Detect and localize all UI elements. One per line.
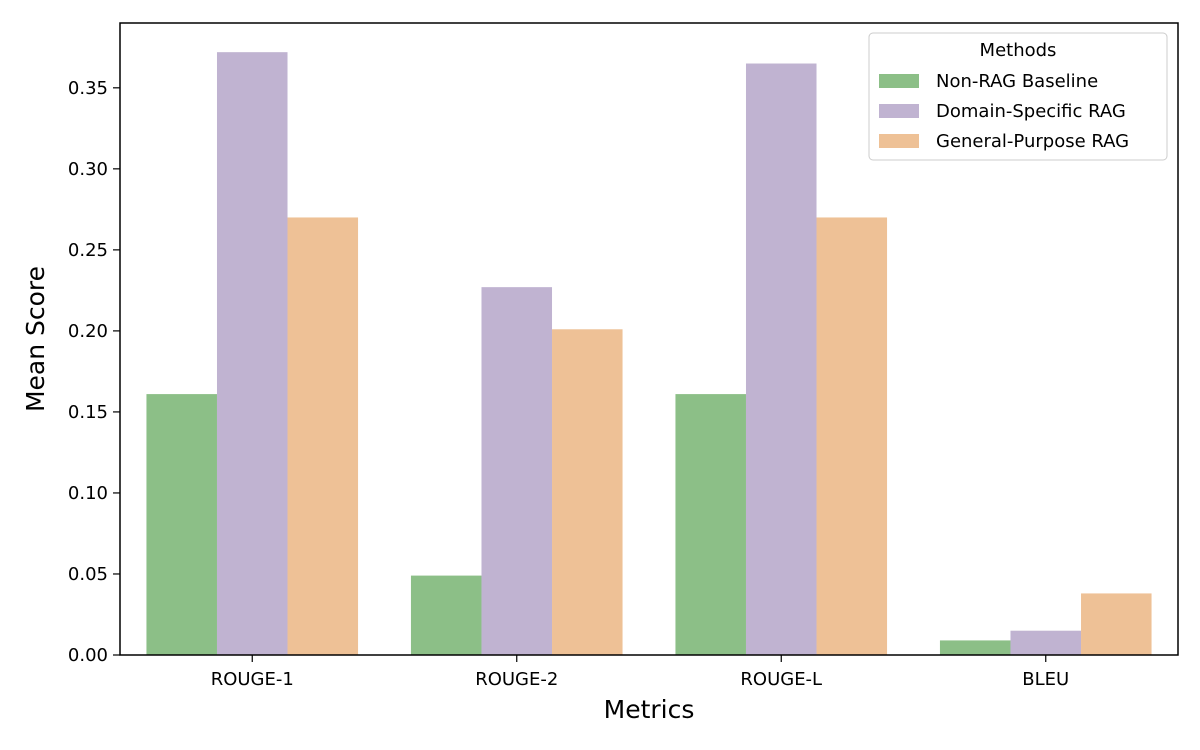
bar [287, 217, 359, 655]
x-axis-ticks: ROUGE-1 ROUGE-2 ROUGE-L BLEU [211, 655, 1069, 690]
y-tick-label: 0.20 [68, 321, 108, 342]
x-tick-label: ROUGE-2 [475, 669, 558, 690]
y-axis-title: Mean Score [21, 266, 50, 412]
bar [675, 394, 746, 655]
legend-swatch [879, 134, 919, 148]
x-tick-label: BLEU [1022, 669, 1069, 690]
x-axis-title: Metrics [604, 695, 695, 724]
y-tick-label: 0.15 [68, 402, 108, 423]
legend-title: Methods [980, 40, 1057, 61]
y-tick-label: 0.30 [68, 159, 108, 180]
bar [745, 63, 817, 656]
x-tick-label: ROUGE-1 [211, 669, 294, 690]
y-tick-label: 0.05 [68, 564, 108, 585]
bar [410, 575, 482, 655]
bar [552, 329, 623, 655]
legend-swatch [879, 104, 919, 118]
y-tick-label: 0.25 [68, 240, 108, 261]
bar [1081, 593, 1152, 655]
bars [146, 52, 1152, 656]
bar [481, 287, 553, 655]
bar [939, 640, 1011, 655]
legend: Methods Non-RAG Baseline Domain-Specific … [868, 32, 1168, 161]
legend-label: General-Purpose RAG [936, 131, 1129, 152]
legend-label: Domain-Specific RAG [936, 101, 1126, 122]
y-tick-label: 0.00 [68, 645, 108, 666]
bar [146, 394, 217, 655]
y-axis-ticks: 0.00 0.05 0.10 0.15 0.20 0.25 0.30 0.35 [68, 78, 120, 666]
bar [1010, 630, 1082, 655]
y-tick-label: 0.35 [68, 78, 108, 99]
legend-swatch [879, 74, 919, 88]
legend-box [868, 32, 1168, 161]
plot-frame [119, 22, 1179, 656]
legend-items: Non-RAG Baseline Domain-Specific RAG Gener… [879, 71, 1129, 152]
bar [216, 52, 288, 655]
y-tick-label: 0.10 [68, 483, 108, 504]
legend-label: Non-RAG Baseline [936, 71, 1098, 92]
bar [816, 217, 888, 655]
x-tick-label: ROUGE-L [740, 669, 822, 690]
